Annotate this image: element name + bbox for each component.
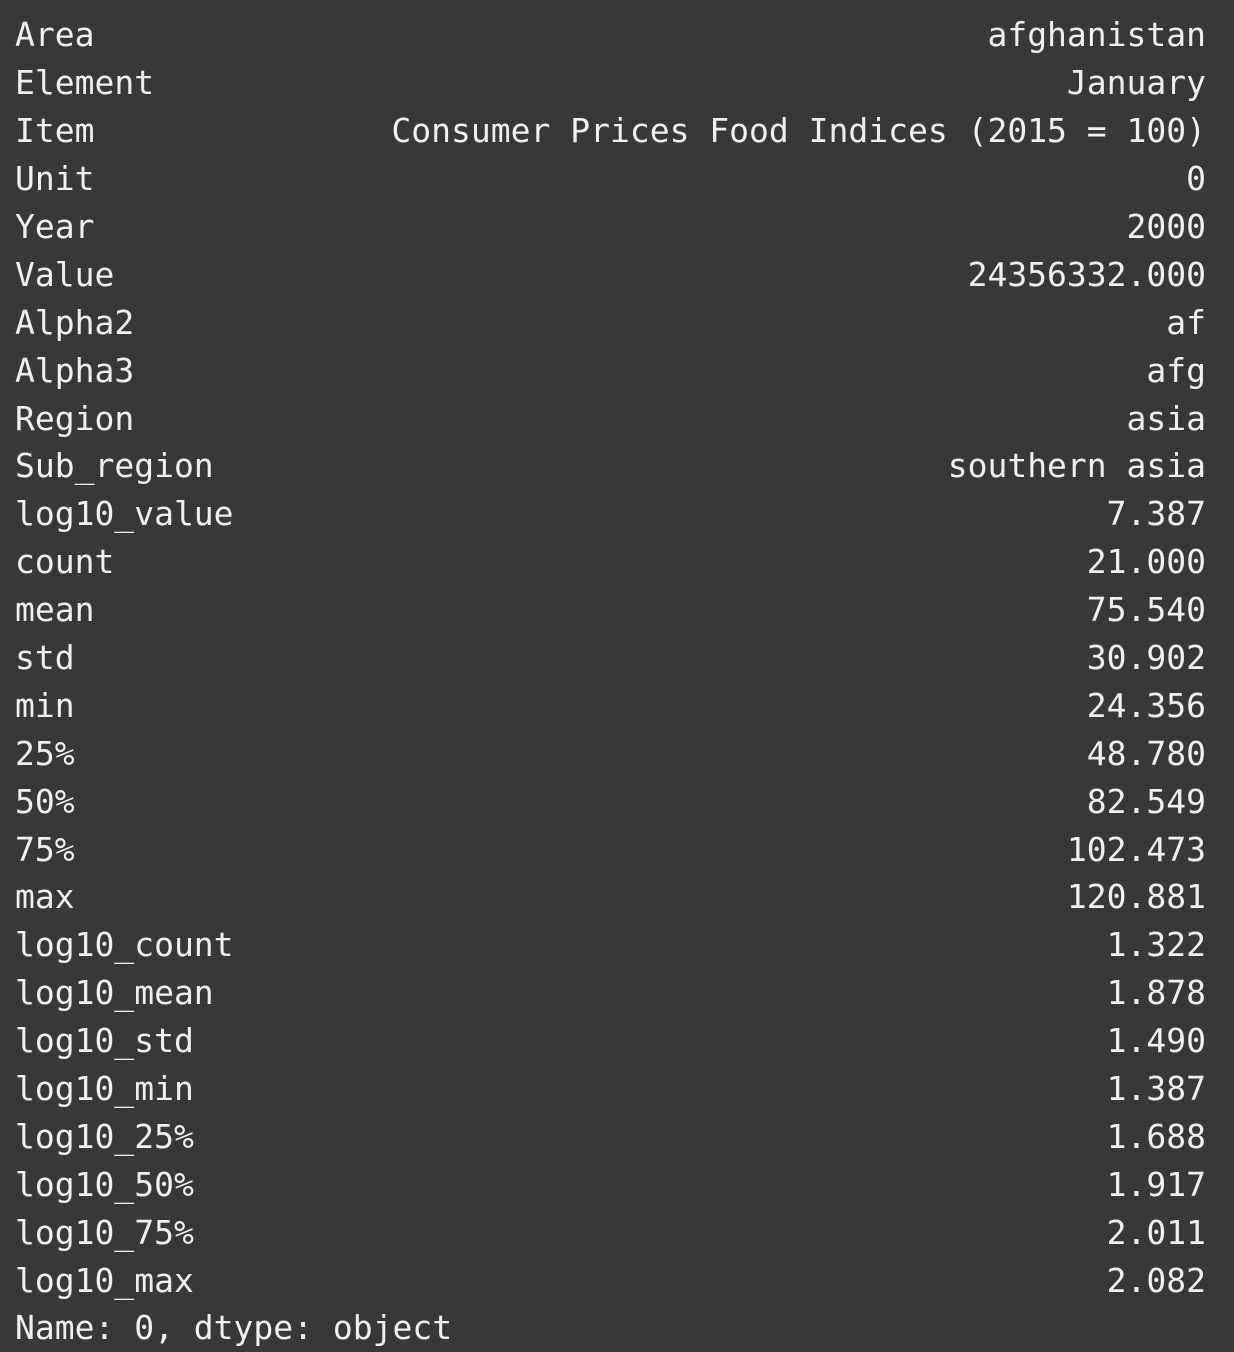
series-footer: Name: 0, dtype: object bbox=[15, 1308, 453, 1348]
series-row-alpha2: Alpha2 af bbox=[15, 298, 1206, 346]
row-key: log10_value bbox=[15, 494, 234, 534]
series-row-max: max 120.881 bbox=[15, 873, 1206, 921]
series-row-area: Area afghanistan bbox=[15, 11, 1206, 59]
series-row-log10-mean: log10_mean 1.878 bbox=[15, 969, 1206, 1017]
series-row-25pct: 25% 48.780 bbox=[15, 729, 1206, 777]
row-key: Item bbox=[15, 111, 95, 151]
series-row-75pct: 75% 102.473 bbox=[15, 825, 1206, 873]
row-key: Value bbox=[15, 254, 115, 294]
series-row-log10-min: log10_min 1.387 bbox=[15, 1065, 1206, 1113]
row-key: log10_std bbox=[15, 1021, 194, 1061]
row-value: 7.387 bbox=[1106, 494, 1206, 534]
row-value: 1.490 bbox=[1106, 1021, 1206, 1061]
row-key: log10_50% bbox=[15, 1164, 194, 1204]
series-row-alpha3: Alpha3 afg bbox=[15, 346, 1206, 394]
row-value: 1.322 bbox=[1106, 925, 1206, 965]
row-value: 82.549 bbox=[1086, 781, 1206, 821]
row-key: Alpha3 bbox=[15, 350, 135, 390]
row-key: Element bbox=[15, 63, 155, 103]
series-row-unit: Unit 0 bbox=[15, 155, 1206, 203]
series-row-log10-value: log10_value 7.387 bbox=[15, 490, 1206, 538]
series-row-log10-count: log10_count 1.322 bbox=[15, 921, 1206, 969]
series-row-std: std 30.902 bbox=[15, 634, 1206, 682]
row-value: January bbox=[1066, 63, 1206, 103]
row-value: afghanistan bbox=[987, 15, 1206, 55]
row-value: 48.780 bbox=[1086, 733, 1206, 773]
row-key: log10_mean bbox=[15, 973, 214, 1013]
series-row-region: Region asia bbox=[15, 394, 1206, 442]
series-row-log10-25pct: log10_25% 1.688 bbox=[15, 1112, 1206, 1160]
series-row-log10-50pct: log10_50% 1.917 bbox=[15, 1160, 1206, 1208]
series-row-50pct: 50% 82.549 bbox=[15, 777, 1206, 825]
row-value: 2.011 bbox=[1106, 1212, 1206, 1252]
row-value: 30.902 bbox=[1086, 638, 1206, 678]
row-key: log10_count bbox=[15, 925, 234, 965]
series-row-year: Year 2000 bbox=[15, 203, 1206, 251]
row-value: 1.387 bbox=[1106, 1069, 1206, 1109]
series-row-count: count 21.000 bbox=[15, 538, 1206, 586]
row-value: 1.688 bbox=[1106, 1116, 1206, 1156]
row-value: 120.881 bbox=[1066, 877, 1206, 917]
row-key: 50% bbox=[15, 781, 75, 821]
row-value: afg bbox=[1146, 350, 1206, 390]
row-key: Region bbox=[15, 398, 135, 438]
row-value: 102.473 bbox=[1066, 829, 1206, 869]
row-key: Area bbox=[15, 15, 95, 55]
row-value: Consumer Prices Food Indices (2015 = 100… bbox=[391, 111, 1206, 151]
row-key: Alpha2 bbox=[15, 302, 135, 342]
row-value: 21.000 bbox=[1086, 542, 1206, 582]
row-key: log10_min bbox=[15, 1069, 194, 1109]
series-row-log10-std: log10_std 1.490 bbox=[15, 1017, 1206, 1065]
series-row-min: min 24.356 bbox=[15, 681, 1206, 729]
row-value: asia bbox=[1126, 398, 1206, 438]
row-value: 1.878 bbox=[1106, 973, 1206, 1013]
row-value: 2.082 bbox=[1106, 1260, 1206, 1300]
row-value: 24.356 bbox=[1086, 685, 1206, 725]
series-row-element: Element January bbox=[15, 59, 1206, 107]
row-key: 75% bbox=[15, 829, 75, 869]
row-value: af bbox=[1166, 302, 1206, 342]
series-row-value: Value 24356332.000 bbox=[15, 250, 1206, 298]
row-key: log10_max bbox=[15, 1260, 194, 1300]
row-value: 24356332.000 bbox=[967, 254, 1206, 294]
row-value: southern asia bbox=[947, 446, 1206, 486]
row-key: 25% bbox=[15, 733, 75, 773]
row-key: min bbox=[15, 685, 75, 725]
row-value: 0 bbox=[1186, 159, 1206, 199]
series-row-mean: mean 75.540 bbox=[15, 586, 1206, 634]
row-key: Sub_region bbox=[15, 446, 214, 486]
series-row-log10-75pct: log10_75% 2.011 bbox=[15, 1208, 1206, 1256]
row-value: 75.540 bbox=[1086, 590, 1206, 630]
row-key: max bbox=[15, 877, 75, 917]
row-key: count bbox=[15, 542, 115, 582]
row-key: std bbox=[15, 638, 75, 678]
series-row-sub-region: Sub_region southern asia bbox=[15, 442, 1206, 490]
row-value: 2000 bbox=[1126, 207, 1206, 246]
row-key: mean bbox=[15, 590, 95, 630]
series-row-log10-max: log10_max 2.082 bbox=[15, 1256, 1206, 1304]
series-row-item: Item Consumer Prices Food Indices (2015 =… bbox=[15, 107, 1206, 155]
row-key: log10_75% bbox=[15, 1212, 194, 1252]
row-key: Unit bbox=[15, 159, 95, 199]
row-key: log10_25% bbox=[15, 1116, 194, 1156]
row-key: Year bbox=[15, 207, 95, 246]
row-value: 1.917 bbox=[1106, 1164, 1206, 1204]
